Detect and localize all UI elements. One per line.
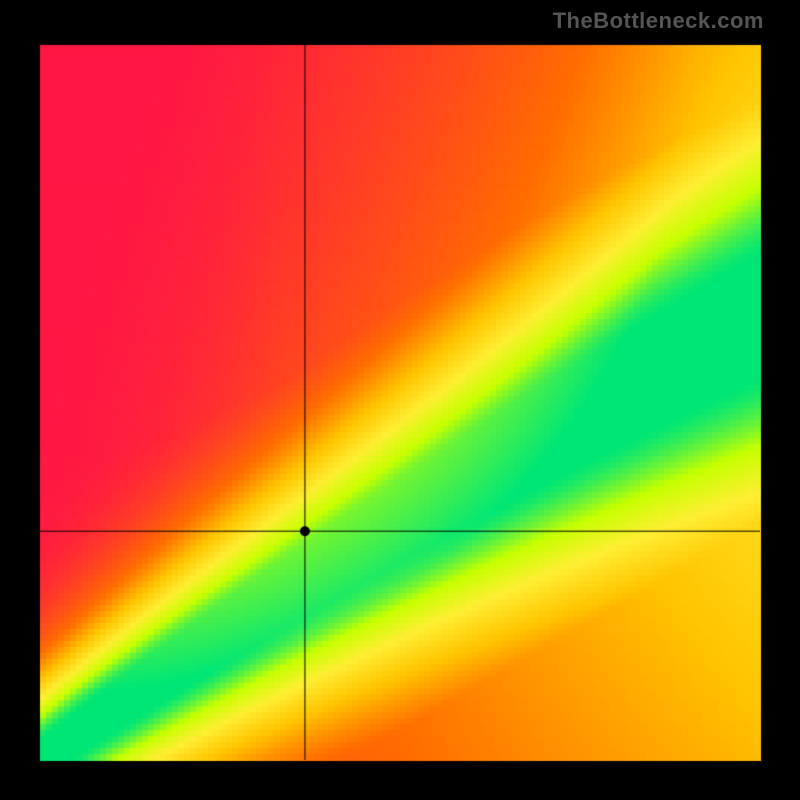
bottleneck-heatmap bbox=[0, 0, 800, 800]
watermark-text: TheBottleneck.com bbox=[553, 8, 764, 34]
chart-container: TheBottleneck.com bbox=[0, 0, 800, 800]
